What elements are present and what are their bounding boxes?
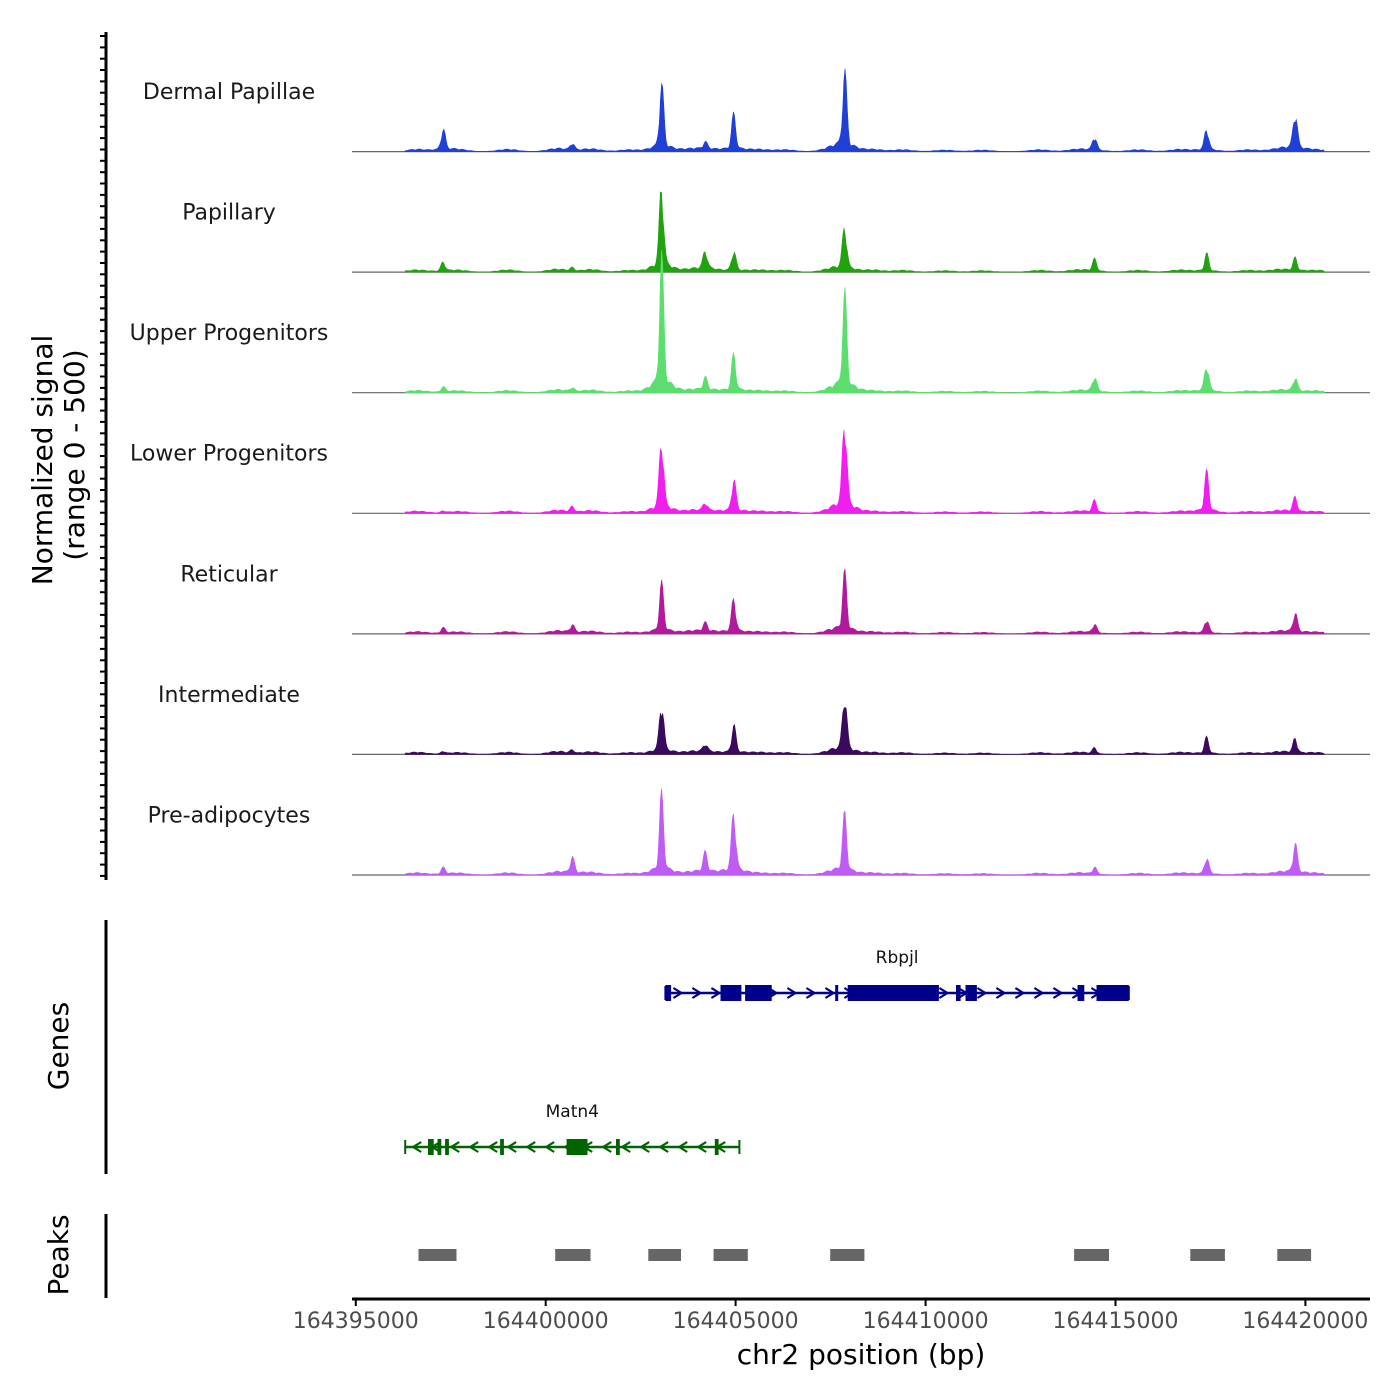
x-axis-tick-label: 164400000 [483, 1309, 609, 1334]
track-label: Intermediate [158, 683, 300, 708]
coverage-y-axis-ticks [100, 35, 106, 877]
coverage-area [404, 191, 1325, 273]
coverage-track: Papillary [182, 191, 1370, 273]
strand-arrow [620, 1141, 631, 1153]
coverage-area [404, 788, 1325, 876]
gene-exon [847, 985, 871, 1001]
strand-arrow [658, 1141, 669, 1153]
gene-exon [714, 1139, 719, 1155]
coverage-track: Dermal Papillae [143, 68, 1370, 153]
strand-arrow [938, 987, 950, 999]
coverage-panel: Normalized signal (range 0 - 500) Dermal… [26, 32, 1370, 880]
track-label: Pre-adipocytes [148, 803, 311, 828]
gene-exon [437, 1139, 442, 1155]
strand-arrow [525, 1141, 536, 1153]
strand-arrow [672, 987, 684, 999]
strand-arrow [544, 1141, 555, 1153]
strand-arrow [710, 987, 722, 999]
x-axis-tick-label: 164415000 [1053, 1309, 1179, 1334]
gene-exon [745, 985, 772, 1001]
gene-exon [445, 1139, 449, 1155]
peaks-panel: Peaks [42, 1214, 1312, 1298]
gene-exon [566, 1139, 588, 1155]
coverage-y-axis-title: Normalized signal [26, 335, 59, 586]
peak-region [1277, 1249, 1312, 1261]
strand-arrow [1052, 987, 1064, 999]
gene-label: Matn4 [546, 1102, 599, 1122]
coverage-area [404, 707, 1325, 755]
strand-arrow [677, 1141, 688, 1153]
coverage-track: Intermediate [158, 683, 1370, 756]
track-label: Reticular [180, 562, 278, 587]
gene-exon [835, 985, 839, 1001]
peak-region [713, 1249, 748, 1261]
coverage-y-axis-subtitle: (range 0 - 500) [58, 349, 91, 560]
gene-label: Rbpjl [876, 948, 919, 968]
peak-region [830, 1249, 865, 1261]
gene-exon [870, 985, 939, 1001]
gene-exon [500, 1139, 504, 1155]
coverage-area [404, 68, 1325, 152]
gene-exon [720, 985, 742, 1001]
peak-region [1074, 1249, 1109, 1261]
gene-exon [1077, 985, 1085, 1001]
strand-arrow [506, 1141, 517, 1153]
x-axis-title: chr2 position (bp) [737, 1338, 986, 1371]
strand-arrow [601, 1141, 612, 1153]
strand-arrow [696, 1141, 707, 1153]
strand-arrow [468, 1141, 479, 1153]
strand-arrow [639, 1141, 650, 1153]
peak-region [555, 1249, 591, 1261]
coverage-tracks: Dermal Papillae Papillary Upper Progenitor… [130, 68, 1370, 876]
gene-exon [616, 1139, 620, 1155]
coverage-track: Reticular [180, 562, 1370, 635]
strand-arrow [976, 987, 988, 999]
track-label: Upper Progenitors [130, 321, 329, 346]
strand-arrow [786, 987, 798, 999]
track-label: Papillary [182, 201, 276, 226]
x-axis: 164395000 164400000 164405000 164410000 1644… [293, 1297, 1370, 1371]
strand-arrow [487, 1141, 498, 1153]
coverage-area [404, 250, 1325, 393]
coverage-area [404, 568, 1325, 635]
x-axis-tick-label: 164395000 [293, 1309, 419, 1334]
peak-regions [418, 1249, 1312, 1261]
strand-arrow [995, 987, 1007, 999]
x-axis-tick-label: 164405000 [673, 1309, 799, 1334]
gene-exon [428, 1139, 434, 1155]
coverage-track: Lower Progenitors [130, 429, 1370, 514]
strand-arrow [449, 1141, 460, 1153]
coverage-area [404, 429, 1325, 514]
track-label: Dermal Papillae [143, 80, 315, 105]
strand-arrow [411, 1141, 422, 1153]
peak-region [648, 1249, 681, 1261]
gene-exon [965, 985, 977, 1001]
gene-model: Rbpjl [664, 948, 1130, 1001]
gene-exon [665, 985, 672, 1001]
genes-panel-title: Genes [42, 1002, 75, 1090]
gene-exon [956, 985, 961, 1001]
gene-exon [1096, 985, 1129, 1001]
gene-models: Rbpjl Matn4 [404, 948, 1130, 1155]
strand-arrow [824, 987, 836, 999]
x-axis-ticks: 164395000 164400000 164405000 164410000 1644… [293, 1299, 1368, 1334]
coverage-track: Upper Progenitors [130, 250, 1370, 394]
gene-model: Matn4 [404, 1102, 741, 1155]
peak-region [418, 1249, 457, 1261]
track-label: Lower Progenitors [130, 442, 328, 467]
coverage-track: Pre-adipocytes [148, 788, 1370, 876]
strand-arrow [805, 987, 817, 999]
peaks-panel-title: Peaks [42, 1214, 75, 1295]
strand-arrow [691, 987, 703, 999]
x-axis-tick-label: 164410000 [863, 1309, 989, 1334]
x-axis-tick-label: 164420000 [1242, 1309, 1368, 1334]
genes-panel: Genes Rbpjl Matn4 [42, 920, 1130, 1174]
strand-arrow [1014, 987, 1026, 999]
peak-region [1190, 1249, 1225, 1261]
strand-arrow [1033, 987, 1045, 999]
